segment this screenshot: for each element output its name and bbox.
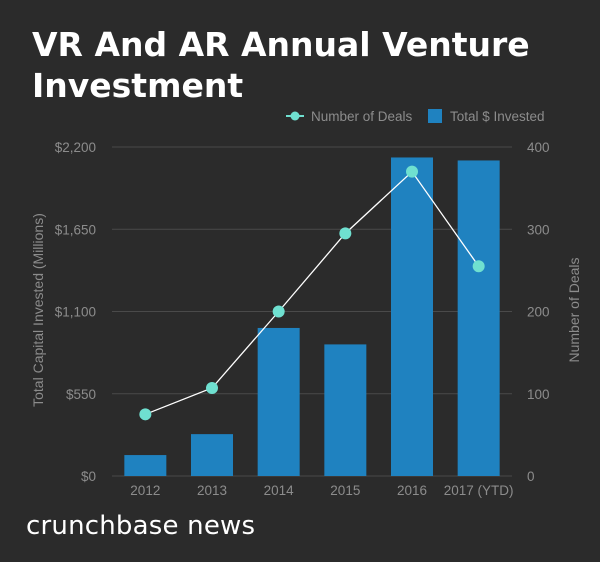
deals-point [406,165,418,178]
y-tick-label-left: $550 [66,387,96,402]
deals-point [272,305,285,318]
bar [191,434,233,476]
legend: Number of Deals Total $ Invested [286,109,545,124]
deals-point [339,227,352,240]
bar [391,157,433,476]
bars [124,157,500,476]
chart-title: VR And AR Annual Venture Investment [32,25,530,105]
y-tick-label-left: $1,650 [55,222,96,237]
bar [124,455,167,476]
x-tick-label: 2015 [330,483,360,498]
legend-label-invested: Total $ Invested [450,109,545,124]
deals-point [139,408,152,421]
y-axis-label-right: Number of Deals [566,257,582,362]
y-tick-label-right: 100 [527,387,550,402]
y-tick-label-left: $1,100 [55,305,96,320]
x-tick-label: 2013 [197,483,227,498]
brand-logo: crunchbase news [26,511,256,541]
legend-bar-swatch [428,109,442,123]
legend-label-deals: Number of Deals [311,109,413,124]
y-axis-label-left: Total Capital Invested (Millions) [30,213,46,407]
deals-point [472,260,485,273]
bar [324,344,367,476]
gridlines [112,146,512,477]
x-tick-label: 2012 [130,483,160,498]
deals-line-path [145,170,480,415]
bar [257,327,300,476]
deals-point [206,381,218,394]
y-tick-label-left: $2,200 [55,140,96,155]
x-tick-label: 2017 (YTD) [444,483,514,498]
y-tick-label-right: 400 [527,140,550,155]
x-tick-label: 2014 [264,483,295,498]
y-tick-label-left: $0 [81,469,96,484]
y-tick-label-right: 300 [527,222,550,237]
y-tick-label-right: 0 [527,469,535,484]
y-tick-label-right: 200 [527,305,550,320]
deals-line [139,165,485,421]
axis-ticks: $0 0 $550 100 $1,100 200 $1,650 300 $2,200 400 201… [55,140,550,498]
x-tick-label: 2016 [397,483,427,498]
legend-dot-marker [290,111,300,121]
bar [457,160,500,476]
